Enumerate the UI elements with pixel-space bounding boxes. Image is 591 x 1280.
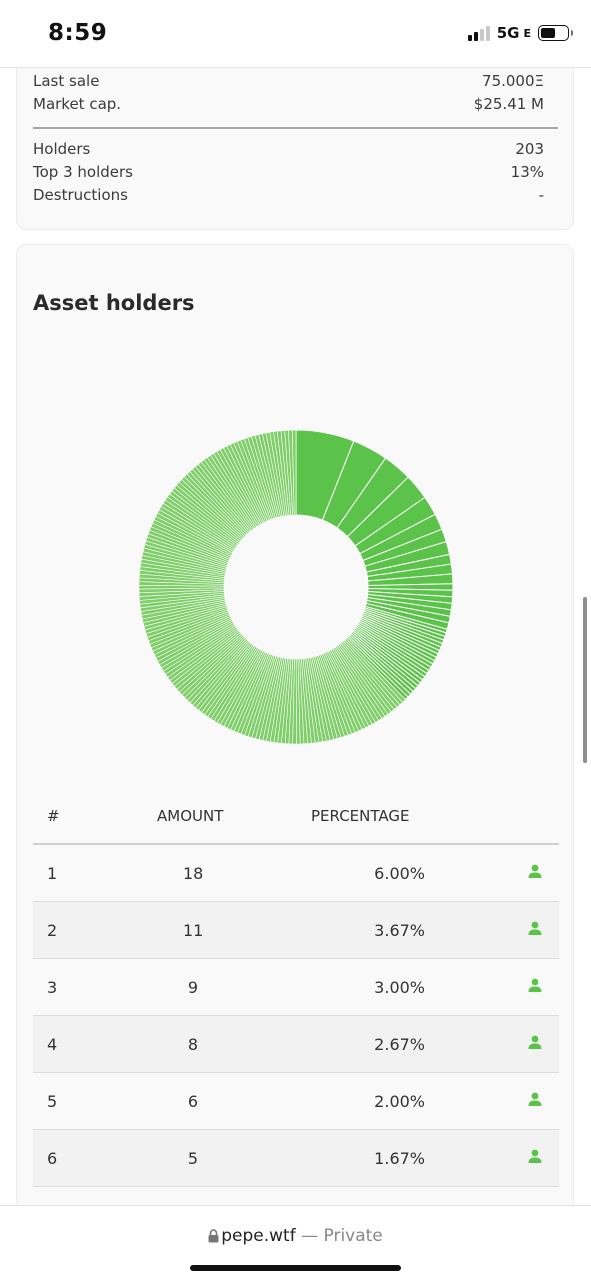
row-rank: 5 [47,1092,58,1111]
stat-row-top-3-holders: Top 3 holders 13% [33,163,544,181]
holders-donut-chart [138,429,454,745]
table-header: # AMOUNT PERCENTAGE [33,787,559,845]
stat-label: Last sale [33,72,100,90]
row-percentage: 3.00% [374,978,425,997]
browser-bottom-bar: pepe.wtf — Private [0,1205,591,1280]
url-domain: pepe.wtf [221,1226,296,1246]
row-amount: 6 [187,1092,199,1111]
asset-holders-card: Asset holders # AMOUNT PERCENTAGE 1 18 6… [16,244,574,1244]
holders-table: # AMOUNT PERCENTAGE 1 18 6.00% 2 11 3.67… [33,787,559,1187]
stats-divider [33,127,558,129]
user-icon[interactable] [527,863,543,879]
table-row[interactable]: 1 18 6.00% [33,845,559,902]
stat-label: Destructions [33,186,128,204]
private-mode-label: Private [323,1226,383,1246]
user-icon[interactable] [527,1091,543,1107]
stat-value: $25.41 M [473,95,544,113]
donut-slice[interactable] [291,429,297,516]
table-row[interactable]: 4 8 2.67% [33,1016,559,1073]
table-row[interactable]: 3 9 3.00% [33,959,559,1016]
status-indicators: 5G E [467,24,573,42]
cellular-signal-icon [467,25,490,41]
row-rank: 6 [47,1149,58,1168]
stats-card: Last sale 75.000Ξ Market cap. $25.41 M H… [16,40,574,230]
table-row[interactable]: 5 6 2.00% [33,1073,559,1130]
lock-icon [208,1229,219,1243]
row-percentage: 2.00% [374,1092,425,1111]
header-amount: AMOUNT [157,807,224,825]
stat-row-destructions: Destructions - [33,186,544,204]
stat-row-holders: Holders 203 [33,140,544,158]
row-rank: 1 [47,864,58,883]
row-amount: 11 [183,921,204,940]
battery-icon [538,25,573,41]
stat-label: Holders [33,140,91,158]
user-icon[interactable] [527,977,543,993]
row-percentage: 3.67% [374,921,425,940]
table-row[interactable]: 6 5 1.67% [33,1130,559,1187]
row-amount: 5 [187,1149,199,1168]
scrollbar[interactable] [583,597,587,763]
stat-label: Top 3 holders [33,163,133,181]
section-title: Asset holders [33,291,195,315]
address-bar[interactable]: pepe.wtf — Private [0,1226,591,1246]
stat-value: 13% [510,163,544,181]
user-icon[interactable] [527,1034,543,1050]
user-icon[interactable] [527,1148,543,1164]
row-amount: 18 [183,864,204,883]
stat-value: 75.000Ξ [482,72,544,90]
row-percentage: 2.67% [374,1035,425,1054]
network-suffix: E [523,26,531,40]
network-label: 5G [496,24,520,42]
header-rank: # [47,807,60,825]
status-bar: 8:59 5G E [0,0,591,68]
row-percentage: 6.00% [374,864,425,883]
home-indicator[interactable] [190,1265,401,1271]
header-percentage: PERCENTAGE [311,807,410,825]
stat-value: 203 [515,140,544,158]
user-icon[interactable] [527,920,543,936]
status-time: 8:59 [48,20,108,46]
row-rank: 3 [47,978,58,997]
stat-value: - [538,186,544,204]
stat-label: Market cap. [33,95,122,113]
url-separator: — [301,1226,319,1246]
stat-row-last-sale: Last sale 75.000Ξ [33,72,544,90]
row-percentage: 1.67% [374,1149,425,1168]
row-amount: 8 [187,1035,199,1054]
row-rank: 4 [47,1035,58,1054]
row-rank: 2 [47,921,58,940]
table-row[interactable]: 2 11 3.67% [33,902,559,959]
stat-row-market-cap: Market cap. $25.41 M [33,95,544,113]
row-amount: 9 [187,978,199,997]
